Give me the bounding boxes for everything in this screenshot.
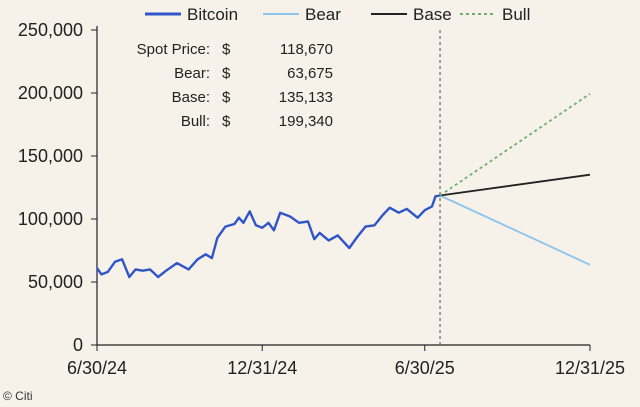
legend-label-bitcoin: Bitcoin — [187, 5, 238, 24]
legend-label-base: Base — [413, 5, 452, 24]
axes: 0 50,000 100,000 150,000 200,000 250,000 6/30/… — [18, 20, 625, 378]
y-tick-label: 250,000 — [18, 20, 83, 40]
annotation-currency: $ — [222, 113, 231, 130]
annotation-label: Base: — [172, 89, 210, 106]
annotation-value: 118,670 — [280, 41, 333, 58]
annotation-label: Bear: — [174, 65, 210, 82]
legend: Bitcoin Bear Base Bull — [145, 5, 530, 24]
annotation-currency: $ — [222, 41, 231, 58]
y-tick-label: 150,000 — [18, 146, 83, 166]
y-tick-label: 100,000 — [18, 209, 83, 229]
y-tick-label: 0 — [73, 335, 83, 355]
x-tick-label: 12/31/24 — [227, 358, 297, 378]
series-bitcoin-line — [96, 194, 441, 279]
annotation-value: 63,675 — [287, 65, 333, 82]
y-tick-label: 50,000 — [28, 272, 83, 292]
series-base-line — [439, 173, 591, 197]
series-bull-line — [439, 93, 591, 197]
x-tick-label: 12/31/25 — [555, 358, 625, 378]
annotation-value: 199,340 — [279, 113, 333, 130]
series-group — [96, 93, 591, 279]
annotation-label: Spot Price: — [137, 41, 210, 58]
legend-label-bear: Bear — [305, 5, 341, 24]
source-credit: © Citi — [3, 389, 33, 403]
annotation-value: 135,133 — [279, 89, 333, 106]
x-tick-label: 6/30/25 — [395, 358, 455, 378]
annotation-label: Bull: — [181, 113, 210, 130]
series-bear-line — [439, 194, 591, 266]
y-tick-label: 200,000 — [18, 83, 83, 103]
annotation-currency: $ — [222, 65, 231, 82]
legend-label-bull: Bull — [502, 5, 530, 24]
value-annotation: Spot Price: $118,670 Bear: $63,675 Base: $135… — [137, 41, 333, 130]
annotation-currency: $ — [222, 89, 231, 106]
x-tick-label: 6/30/24 — [67, 358, 127, 378]
